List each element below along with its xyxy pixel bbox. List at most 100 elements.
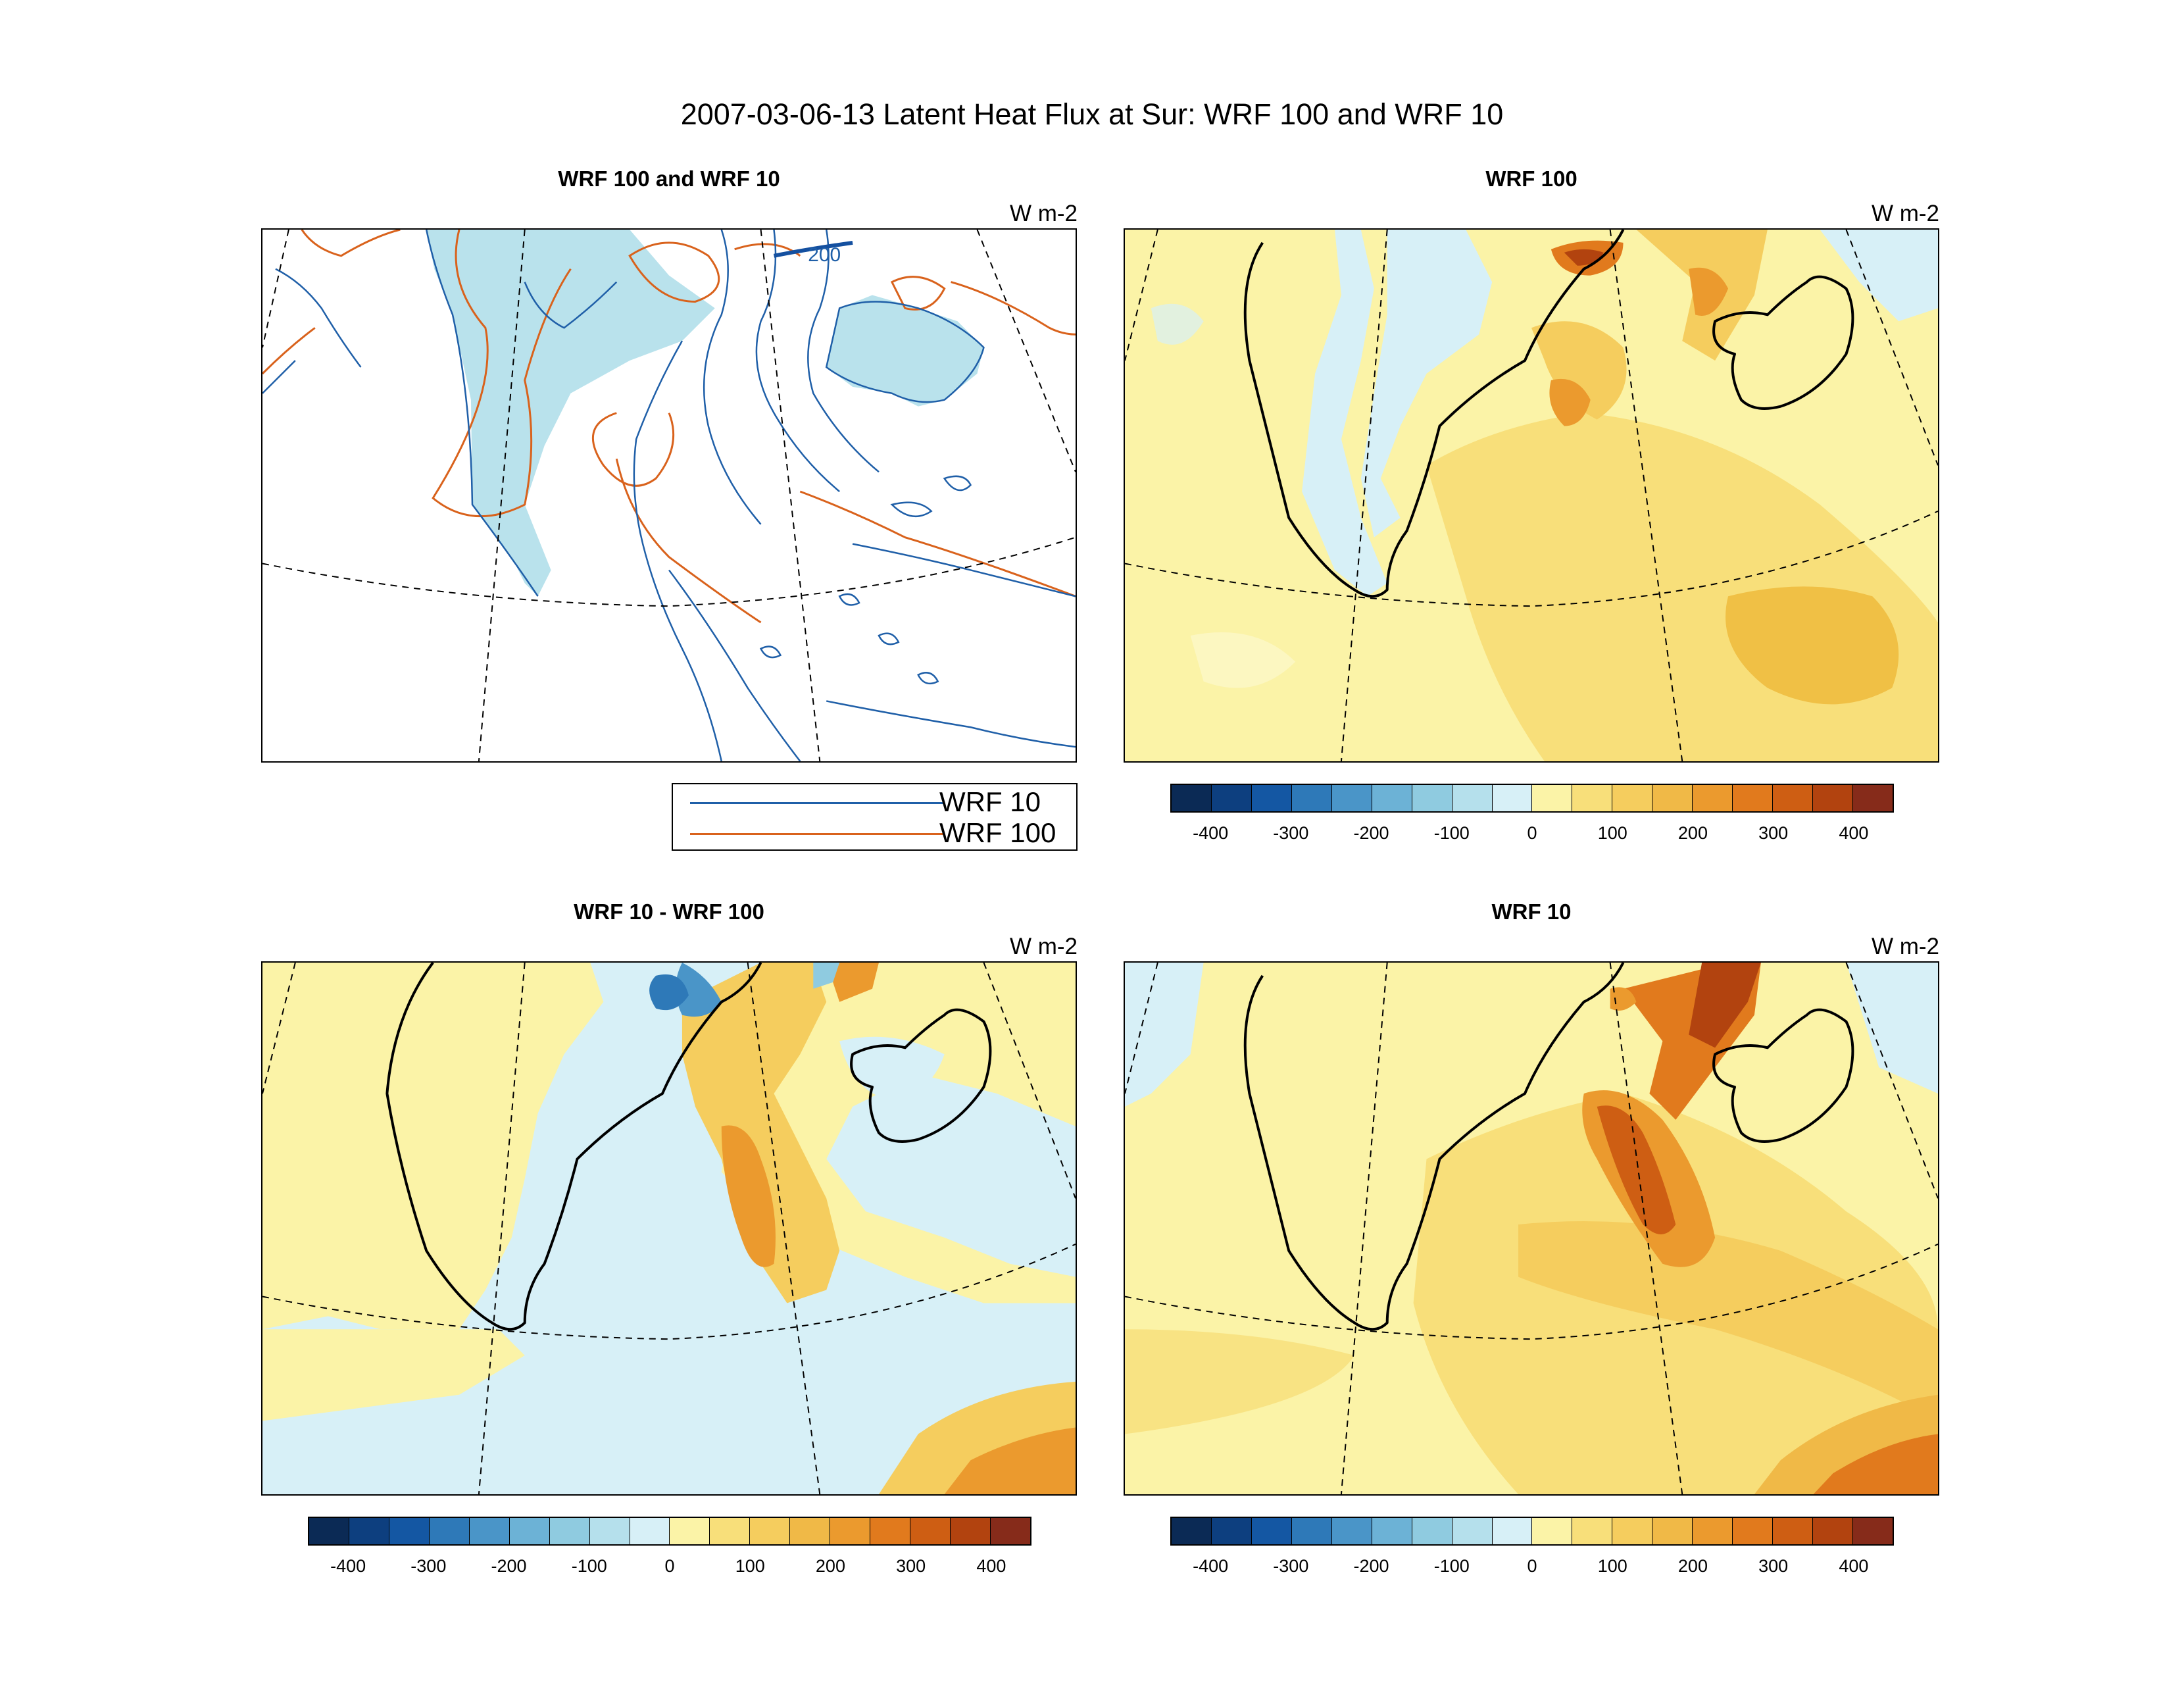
colorbar-box [910,1518,951,1544]
legend-item-wrf10: WRF 10 [673,786,1076,818]
colorbar-box [670,1518,710,1544]
negative-region-east [826,295,984,407]
blue-patch-west [1289,230,1387,597]
legend-label-wrf10: WRF 10 [939,786,1041,817]
panel-title-top-left: WRF 100 and WRF 10 [558,166,780,191]
colorbar-tick-label: 400 [1839,823,1869,843]
colorbar-box [1251,1518,1292,1544]
colorbar-tick-label: -400 [1193,823,1229,843]
colorbar-box [1773,1518,1813,1544]
legend-line-wrf100 [690,833,943,835]
colorbar-box [1532,1518,1573,1544]
colorbar-box [1813,1518,1853,1544]
colorbar-box [1172,1518,1212,1544]
colorbar-box [1251,785,1292,811]
colorbar-box [309,1518,349,1544]
colorbar-box [1172,785,1212,811]
colorbar-box [750,1518,791,1544]
figure-title: 2007-03-06-13 Latent Heat Flux at Sur: W… [680,97,1504,131]
colorbar-box [790,1518,831,1544]
colorbar-box [549,1518,590,1544]
colorbar-box [1813,785,1853,811]
map-bottom-right [1124,961,1939,1496]
colorbar-box [951,1518,991,1544]
colorbar-box [1572,785,1613,811]
colorbar-box [1412,1518,1452,1544]
blue-patch-east [1820,230,1938,322]
colorbar-box [1693,785,1733,811]
panel-title-bottom-left: WRF 10 - WRF 100 [574,899,764,924]
colorbar-box [1693,1518,1733,1544]
colorbar-tick-label: -200 [491,1556,527,1576]
map-bottom-left [261,961,1077,1496]
colorbar-tick-label: -200 [1353,1556,1389,1576]
colorbar-box [710,1518,751,1544]
colorbar-box [469,1518,510,1544]
panel-title-bottom-right: WRF 10 [1491,899,1572,924]
blue-patch-small [1151,303,1204,345]
colorbar-box [1612,785,1653,811]
colorbar-tick-label: -300 [410,1556,447,1576]
colorbar-box [630,1518,670,1544]
colorbar-box [870,1518,911,1544]
colorbar-bottom-right [1170,1517,1894,1546]
colorbar-box [1291,785,1332,811]
colorbar-box [1572,1518,1613,1544]
colorbar-box [429,1518,470,1544]
blue-patch-center [1360,230,1493,538]
colorbar-box [830,1518,871,1544]
colorbar-box [1652,785,1693,811]
colorbar-box [1532,785,1573,811]
units-bottom-right: W m-2 [1871,934,1939,959]
colorbar-box [349,1518,389,1544]
colorbar-box [1452,785,1493,811]
colorbar-tick-label: -400 [1193,1556,1229,1576]
colorbar-tick-label: 100 [1597,823,1627,843]
colorbar-box [1773,785,1813,811]
colorbar-tick-label: 200 [1677,823,1708,843]
colorbar-box [1852,1518,1893,1544]
colorbar-box [1372,1518,1412,1544]
colorbar-box [1412,785,1452,811]
colorbar-box [1211,785,1252,811]
colorbar-box [1331,785,1372,811]
colorbar-tick-label: -100 [1433,823,1470,843]
colorbar-tick-label: 300 [896,1556,926,1576]
colorbar-box [1652,1518,1693,1544]
map-top-left: 200 [261,228,1077,763]
units-top-right: W m-2 [1871,201,1939,226]
contour-legend: WRF 10 WRF 100 [672,783,1078,851]
colorbar-tick-label: 0 [1527,1556,1537,1576]
legend-item-wrf100: WRF 100 [673,817,1076,849]
colorbar-tick-label: 0 [1527,823,1537,843]
legend-line-wrf10 [690,802,943,804]
colorbar-box [1331,1518,1372,1544]
colorbar-tick-label: 300 [1758,1556,1789,1576]
colorbar-box [1612,1518,1653,1544]
colorbar-tick-label: 100 [1597,1556,1627,1576]
colorbar-box [1211,1518,1252,1544]
colorbar-box [1492,785,1533,811]
colorbar-tick-label: -100 [571,1556,607,1576]
colorbar-box [1492,1518,1533,1544]
colorbar-tick-label: -300 [1273,1556,1309,1576]
colorbar-box [509,1518,550,1544]
panel-title-top-right: WRF 100 [1485,166,1577,191]
colorbar-box [990,1518,1030,1544]
units-top-left: W m-2 [1009,201,1078,226]
colorbar-tick-label: 400 [1839,1556,1869,1576]
colorbar-tick-label: 400 [976,1556,1006,1576]
map-top-right [1124,228,1939,763]
colorbar-bottom-left [308,1517,1031,1546]
colorbar-box [389,1518,430,1544]
negative-region-west [387,230,715,597]
contour-label-200: 200 [808,244,841,266]
colorbar-tick-label: 200 [815,1556,845,1576]
colorbar-tick-label: 200 [1677,1556,1708,1576]
colorbar-box [1733,785,1774,811]
colorbar-tick-label: -100 [1433,1556,1470,1576]
colorbar-box [1452,1518,1493,1544]
colorbar-box [1852,785,1893,811]
colorbar-box [589,1518,630,1544]
units-bottom-left: W m-2 [1009,934,1078,959]
